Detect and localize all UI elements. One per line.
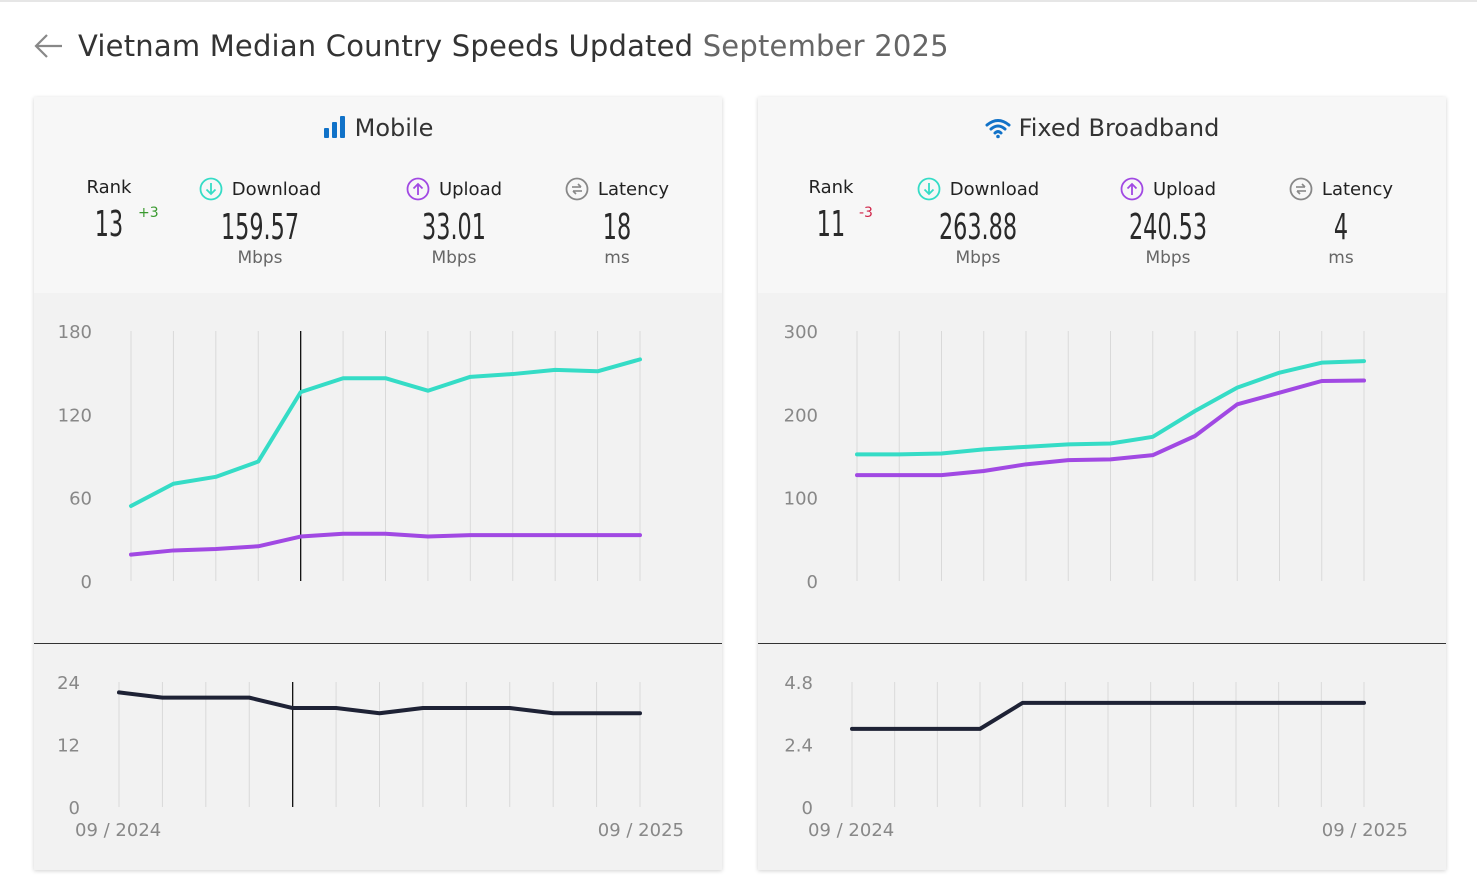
signal-bars-icon — [323, 116, 345, 138]
upload-unit: Mbps — [1145, 248, 1191, 268]
upload-value: 240.53 — [1128, 207, 1208, 248]
rank-label: Rank — [86, 177, 132, 198]
y-tick-label: 4.8 — [784, 673, 813, 694]
download-label-text: Download — [949, 178, 1040, 200]
x-axis-end-label: 09 / 2025 — [1322, 820, 1408, 841]
page-title-main: Vietnam Median Country Speeds Updated — [78, 29, 694, 63]
download-label-text: Download — [231, 178, 322, 200]
x-axis-end-label: 09 / 2025 — [598, 820, 684, 841]
download-value: 263.88 — [938, 207, 1018, 248]
download-series-line — [855, 359, 1366, 457]
latency-value: 18 — [602, 207, 632, 248]
page-title: Vietnam Median Country Speeds Updated Se… — [78, 29, 949, 63]
mobile-charts[interactable]: 0 60 120 180 0 12 24 09 / 2024 09 / 2025 — [34, 293, 722, 870]
fixed-latency: Latency 4 ms — [1286, 177, 1396, 268]
upload-label: Upload — [389, 177, 519, 201]
latency-unit: ms — [604, 248, 630, 268]
top-border — [0, 0, 1477, 2]
latency-unit: ms — [1328, 248, 1354, 268]
fixed-card-header: Fixed Broadband Rank 11 -3 Download 263.… — [758, 97, 1446, 293]
y-tick-label: 0 — [807, 572, 818, 593]
rank-label: Rank — [808, 177, 854, 198]
y-tick-label: 100 — [784, 489, 818, 510]
y-tick-label: 2.4 — [784, 736, 813, 757]
mobile-rank: Rank 13 — [64, 177, 154, 244]
upload-value: 33.01 — [422, 207, 486, 248]
y-tick-label: 0 — [69, 798, 80, 819]
mobile-card: Mobile Rank 13 +3 Download 159.57 Mbps — [34, 97, 722, 870]
x-axis-start-label: 09 / 2024 — [808, 820, 894, 841]
upload-label: Upload — [1103, 177, 1233, 201]
latency-series-line — [850, 700, 1366, 731]
mobile-title-text: Mobile — [354, 114, 434, 142]
latency-value: 4 — [1333, 207, 1349, 248]
chart-divider — [758, 643, 1446, 644]
download-arrow-icon — [199, 177, 223, 201]
fixed-upload: Upload 240.53 Mbps — [1103, 177, 1233, 268]
mobile-latency: Latency 18 ms — [562, 177, 672, 268]
download-arrow-icon — [917, 177, 941, 201]
rank-value: 11 — [816, 204, 846, 245]
page-header: Vietnam Median Country Speeds Updated Se… — [32, 24, 949, 68]
back-arrow-icon[interactable] — [32, 29, 66, 63]
rank-value: 13 — [94, 204, 124, 245]
fixed-card-title: Fixed Broadband — [758, 114, 1446, 142]
fixed-download: Download 263.88 Mbps — [908, 177, 1048, 268]
latency-label-text: Latency — [1321, 178, 1394, 200]
y-tick-label: 180 — [58, 322, 92, 343]
latency-label: Latency — [562, 177, 672, 201]
mobile-download: Download 159.57 Mbps — [190, 177, 330, 268]
upload-label-text: Upload — [1152, 178, 1217, 200]
rank-change: -3 — [859, 205, 873, 221]
chart-divider — [34, 643, 722, 644]
page-title-date: September 2025 — [702, 29, 949, 63]
y-tick-label: 120 — [58, 405, 92, 426]
y-tick-label: 12 — [57, 736, 80, 757]
latency-icon — [1289, 177, 1313, 201]
download-unit: Mbps — [955, 248, 1001, 268]
wifi-icon — [985, 119, 1011, 139]
y-tick-label: 24 — [57, 673, 80, 694]
fixed-broadband-card: Fixed Broadband Rank 11 -3 Download 263.… — [758, 97, 1446, 870]
upload-label-text: Upload — [438, 178, 503, 200]
y-tick-label: 0 — [802, 798, 813, 819]
y-tick-label: 0 — [81, 572, 92, 593]
y-tick-label: 200 — [784, 405, 818, 426]
download-label: Download — [190, 177, 330, 201]
latency-icon — [565, 177, 589, 201]
download-unit: Mbps — [237, 248, 283, 268]
upload-series-line — [129, 531, 642, 557]
upload-arrow-icon — [1120, 177, 1144, 201]
y-tick-label: 300 — [784, 322, 818, 343]
upload-series-line — [855, 378, 1366, 478]
upload-unit: Mbps — [431, 248, 477, 268]
latency-label: Latency — [1286, 177, 1396, 201]
rank-change: +3 — [138, 205, 159, 221]
fixed-charts[interactable]: 0 100 200 300 0 2.4 4.8 09 / 2024 09 / 2025 — [758, 293, 1446, 870]
download-label: Download — [908, 177, 1048, 201]
y-tick-label: 60 — [69, 489, 92, 510]
mobile-upload: Upload 33.01 Mbps — [389, 177, 519, 268]
fixed-title-text: Fixed Broadband — [1018, 114, 1220, 142]
mobile-card-title: Mobile — [34, 114, 722, 142]
latency-series-line — [117, 690, 642, 716]
x-axis-start-label: 09 / 2024 — [75, 820, 161, 841]
fixed-rank: Rank 11 — [786, 177, 876, 244]
latency-label-text: Latency — [597, 178, 670, 200]
mobile-card-header: Mobile Rank 13 +3 Download 159.57 Mbps — [34, 97, 722, 293]
download-value: 159.57 — [220, 207, 300, 248]
upload-arrow-icon — [406, 177, 430, 201]
download-series-line — [129, 357, 642, 508]
